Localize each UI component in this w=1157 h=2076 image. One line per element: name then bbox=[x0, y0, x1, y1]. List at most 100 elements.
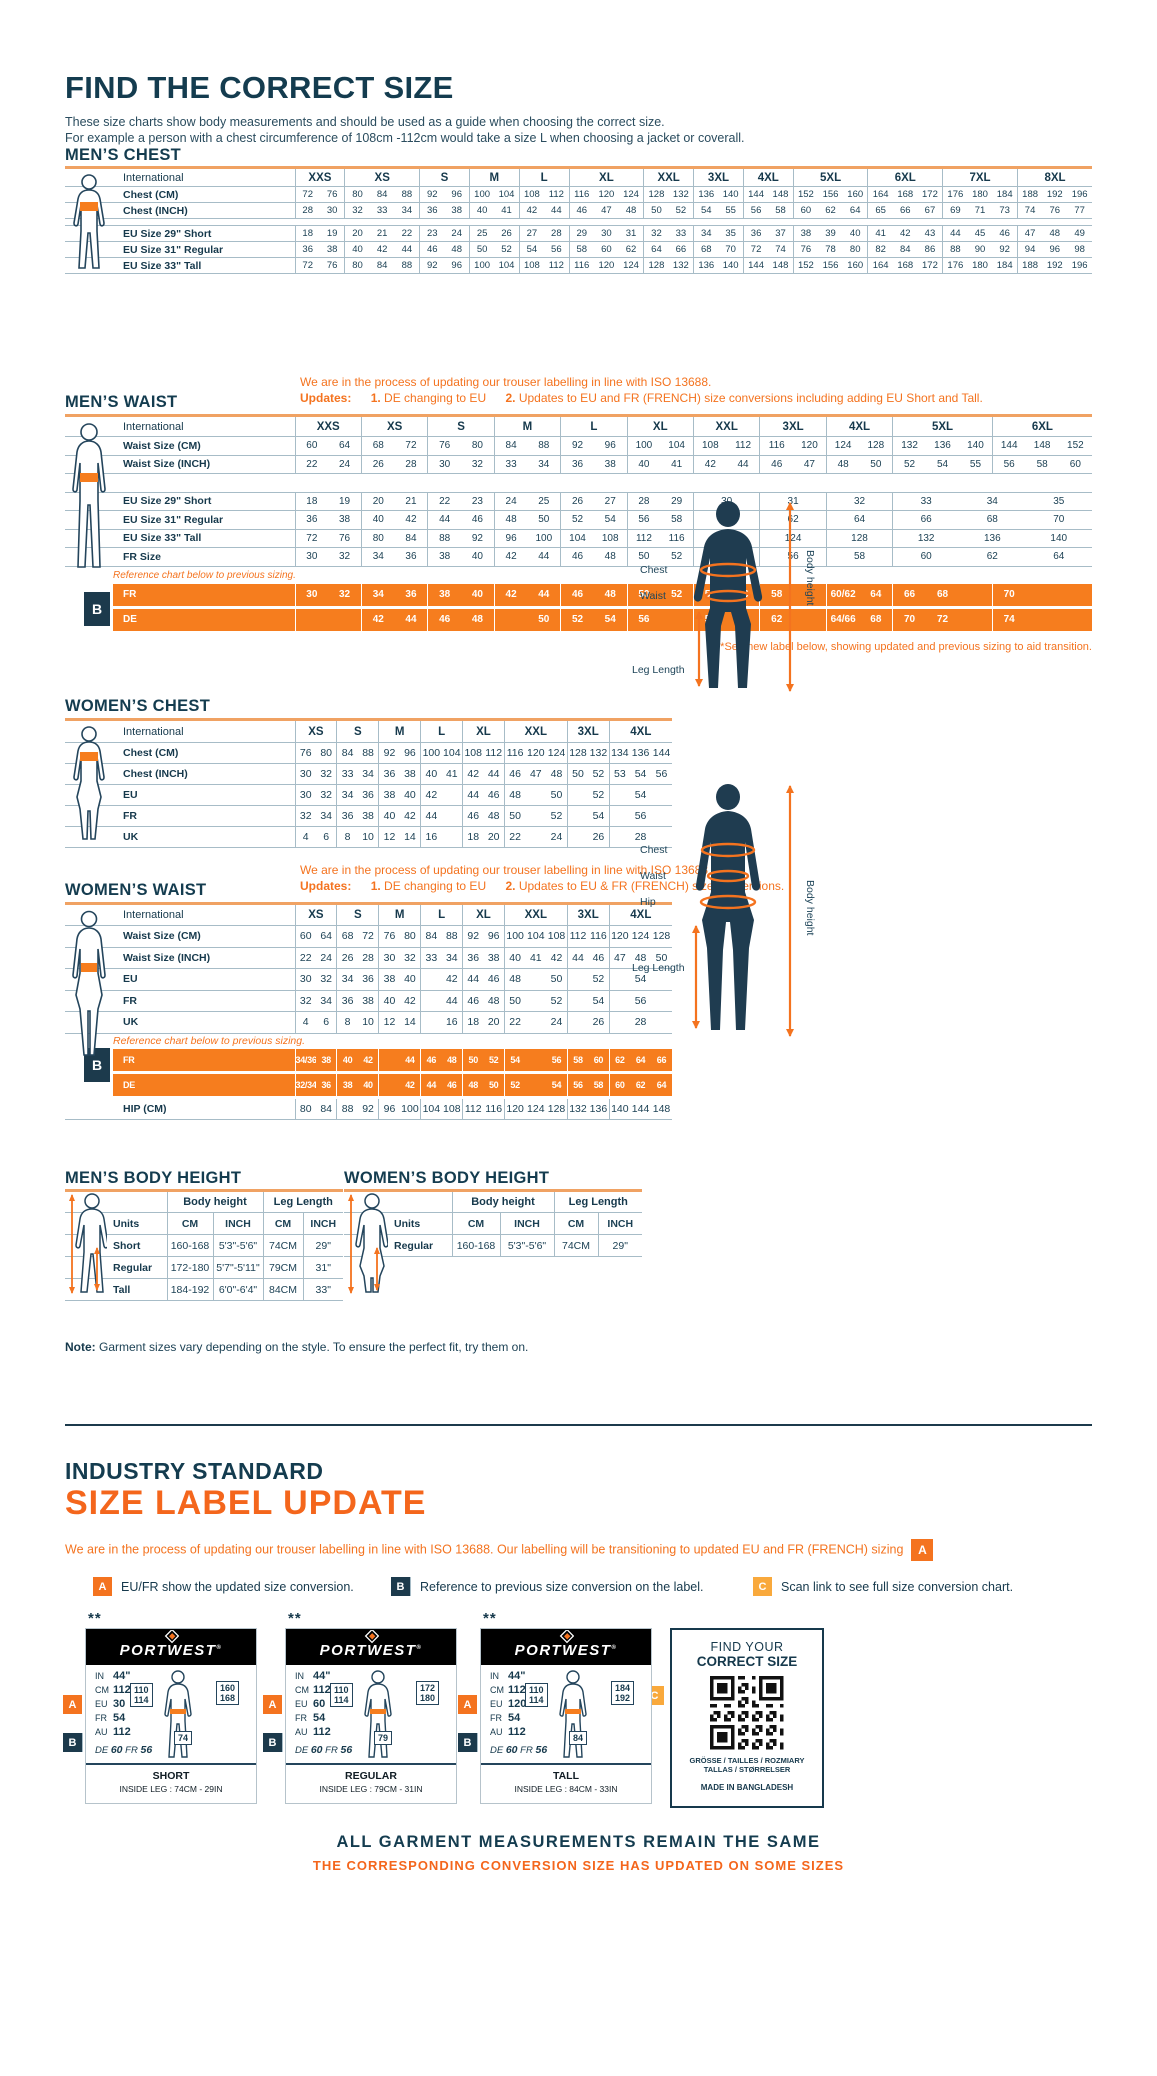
table-cell: 22 bbox=[504, 1011, 526, 1034]
table-cell: 100 bbox=[469, 257, 495, 274]
stars-mark: ** bbox=[288, 1610, 302, 1627]
table-cell: 70 bbox=[1025, 510, 1092, 530]
table-cell: 94 bbox=[1017, 241, 1043, 258]
row-label: EU Size 29" Short bbox=[113, 492, 296, 511]
table-cell: 10 bbox=[357, 1011, 380, 1034]
size-column-header: XS bbox=[295, 905, 338, 926]
table-cell bbox=[959, 607, 993, 634]
table-cell: 74CM bbox=[554, 1234, 599, 1257]
table-cell: 18 bbox=[462, 1011, 484, 1034]
womens-waist-iso-note: We are in the process of updating our tr… bbox=[300, 863, 785, 893]
table-cell: 55 bbox=[959, 455, 993, 474]
table-cell: 20 bbox=[361, 492, 395, 511]
row-label: Regular bbox=[105, 1256, 168, 1279]
table-cell: 45 bbox=[967, 225, 993, 242]
table-cell: 38 bbox=[378, 784, 400, 806]
table-cell: 49 bbox=[1067, 225, 1093, 242]
label-body: IN 44" CM 112 EU 120 FR 54 AU 112 DE 60 FR 56… bbox=[481, 1665, 651, 1765]
table-cell: 48 bbox=[483, 805, 505, 827]
table-cell: 48 bbox=[462, 1072, 484, 1099]
table-cell bbox=[65, 257, 113, 274]
table-cell: 46 bbox=[992, 225, 1018, 242]
table-cell: 80 bbox=[344, 186, 370, 203]
table-cell: 124 bbox=[525, 1097, 547, 1120]
brand-name: PORTWEST® bbox=[119, 1642, 223, 1659]
reference-note: Reference chart below to previous sizing… bbox=[113, 569, 296, 581]
table-cell: 82 bbox=[867, 241, 893, 258]
table-cell: 46 bbox=[588, 947, 610, 969]
table-cell: 124 bbox=[618, 257, 645, 274]
table-cell: 50 bbox=[483, 1072, 505, 1099]
table-cell: 41 bbox=[660, 455, 694, 474]
table-cell: 108 bbox=[519, 257, 545, 274]
table-cell: 16 bbox=[420, 826, 442, 848]
table-cell bbox=[567, 1011, 589, 1034]
table-cell: 196 bbox=[1067, 186, 1093, 203]
table-cell: 36 bbox=[295, 241, 320, 258]
table-cell: 148 bbox=[1025, 436, 1059, 456]
table-cell: 40 bbox=[357, 1072, 380, 1099]
table-cell: 96 bbox=[494, 529, 528, 548]
table-cell: 4 bbox=[295, 826, 316, 848]
table-cell: 44 bbox=[942, 225, 968, 242]
table-cell: 34 bbox=[441, 947, 464, 969]
table-cell: 60 bbox=[593, 241, 619, 258]
table-cell: 88 bbox=[427, 529, 462, 548]
table-cell: 50 bbox=[469, 241, 495, 258]
table-cell: 40 bbox=[461, 583, 495, 609]
table-cell: 44 bbox=[462, 968, 484, 991]
table-cell: 33 bbox=[420, 947, 442, 969]
table-cell: 104 bbox=[494, 186, 520, 203]
table-cell: 100 bbox=[469, 186, 495, 203]
industry-standard-heading: INDUSTRY STANDARD bbox=[65, 1458, 324, 1484]
stars-mark: ** bbox=[88, 1610, 102, 1627]
table-cell: 60 bbox=[295, 436, 329, 456]
table-cell: CM bbox=[452, 1212, 501, 1235]
table-cell: 52 bbox=[588, 968, 610, 991]
size-column-header: XXL bbox=[643, 169, 695, 187]
diamond-logo-icon bbox=[164, 1630, 179, 1644]
row-label: EU Size 29" Short bbox=[113, 225, 296, 242]
table-cell: 48 bbox=[441, 1048, 464, 1074]
table-cell: 8 bbox=[336, 1011, 358, 1034]
table-cell: 92 bbox=[560, 436, 594, 456]
table-cell: 46 bbox=[560, 583, 594, 609]
table-cell: 71 bbox=[967, 202, 993, 219]
table-cell: 65 bbox=[867, 202, 893, 219]
table-cell bbox=[441, 805, 464, 827]
womens-height-grid: Body height Leg Length Units CM INCH CM INCH Re… bbox=[344, 1192, 642, 1257]
table-cell: 50 bbox=[504, 990, 526, 1012]
row-label: EU Size 33" Tall bbox=[113, 529, 296, 548]
table-cell bbox=[567, 968, 589, 991]
womens-chest-table: International XS S M L XL XXL 3XL 4XL Chest (CM) 7… bbox=[65, 718, 672, 848]
table-cell: 56 bbox=[743, 202, 769, 219]
table-cell: INCH bbox=[213, 1212, 264, 1235]
table-cell: 104 bbox=[494, 257, 520, 274]
table-cell: 100 bbox=[399, 1097, 422, 1120]
table-cell: 48 bbox=[461, 607, 495, 634]
table-cell: 62 bbox=[959, 547, 1026, 567]
table-cell: 112 bbox=[567, 925, 589, 948]
row-label: FR Size bbox=[113, 547, 296, 567]
table-cell: 47 bbox=[1017, 225, 1043, 242]
table-cell bbox=[567, 826, 589, 848]
table-cell: 80 bbox=[461, 436, 495, 456]
mens-body-height-title: MEN’S BODY HEIGHT bbox=[65, 1169, 242, 1187]
table-cell bbox=[525, 805, 547, 827]
table-cell: 76 bbox=[295, 742, 316, 764]
size-column-header: 4XL bbox=[609, 905, 672, 926]
table-cell: 124 bbox=[546, 742, 568, 764]
table-cell: 26 bbox=[588, 1011, 610, 1034]
table-cell: 58 bbox=[660, 510, 694, 530]
size-column-header: 8XL bbox=[1017, 169, 1093, 187]
table-cell: 38 bbox=[357, 990, 380, 1012]
table-cell: 76 bbox=[378, 925, 400, 948]
table-cell: 64 bbox=[643, 241, 669, 258]
badge-a: A bbox=[93, 1577, 112, 1596]
row-label: EU bbox=[113, 784, 296, 806]
table-cell: 40 bbox=[399, 968, 422, 991]
size-column-header: XS bbox=[295, 721, 338, 743]
table-cell: 54 bbox=[588, 990, 610, 1012]
table-cell: 31 bbox=[759, 492, 827, 511]
table-cell: 48 bbox=[1042, 225, 1068, 242]
